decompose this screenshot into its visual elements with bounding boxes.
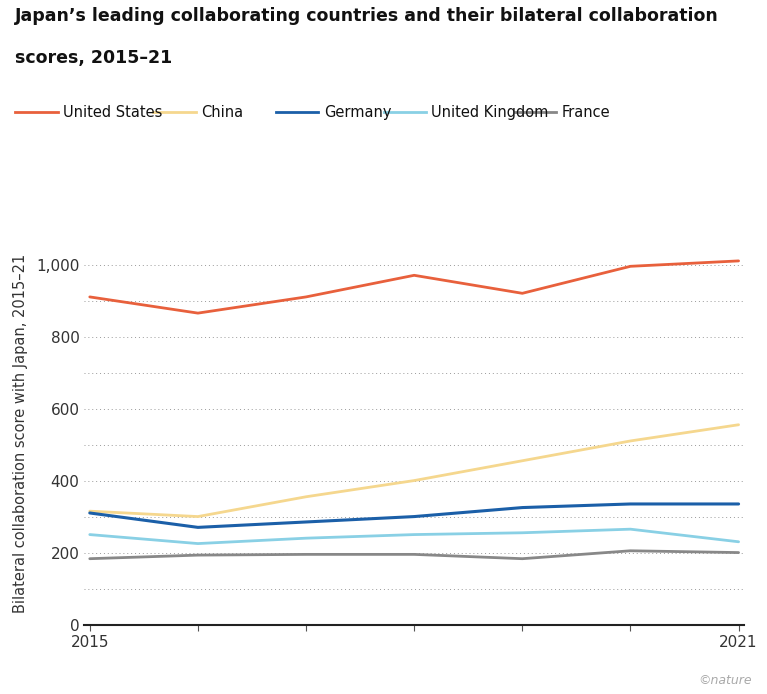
Text: Japan’s leading collaborating countries and their bilateral collaboration: Japan’s leading collaborating countries … xyxy=(15,7,719,25)
Text: ©nature: ©nature xyxy=(698,674,752,687)
Text: United Kingdom: United Kingdom xyxy=(431,105,548,120)
Text: scores, 2015–21: scores, 2015–21 xyxy=(15,49,173,67)
Y-axis label: Bilateral collaboration score with Japan, 2015–21: Bilateral collaboration score with Japan… xyxy=(13,254,28,613)
Text: China: China xyxy=(201,105,243,120)
Text: France: France xyxy=(561,105,610,120)
Text: United States: United States xyxy=(63,105,163,120)
Text: Germany: Germany xyxy=(324,105,391,120)
